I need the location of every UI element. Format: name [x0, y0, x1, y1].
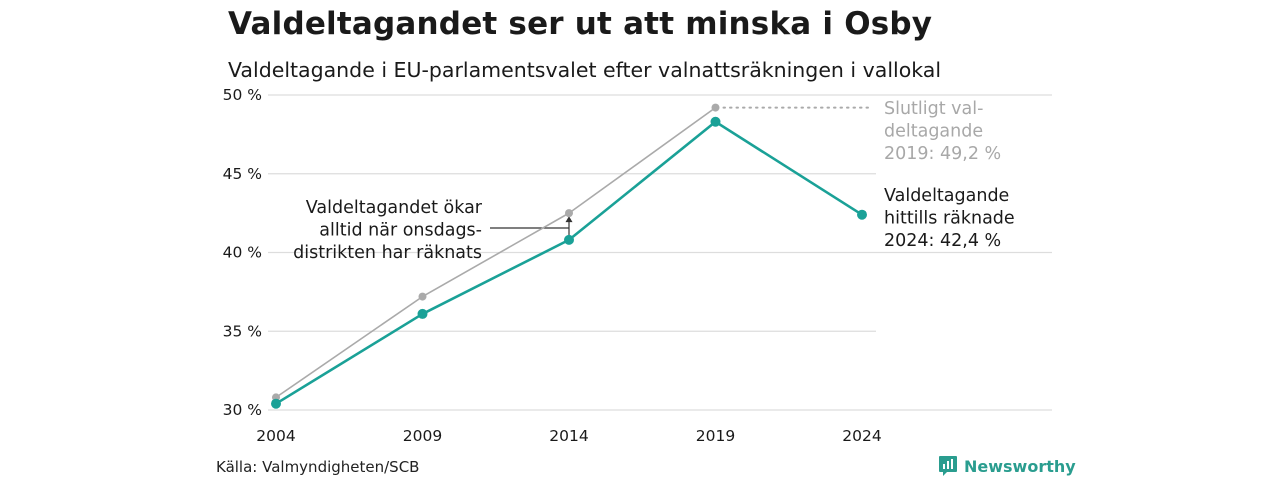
chart-title: Valdeltagandet ser ut att minska i Osby — [228, 6, 933, 42]
point-final — [565, 209, 573, 218]
annotation-final-2019: deltagande — [884, 122, 983, 142]
y-tick-label: 30 % — [223, 401, 262, 419]
annotation-final-2019: 2019: 49,2 % — [884, 144, 1001, 164]
annotation-counted-2024: 2024: 42,4 % — [884, 231, 1001, 251]
point-counted — [710, 116, 721, 127]
point-counted — [417, 308, 428, 319]
bar-chart-icon — [939, 456, 957, 476]
series-points — [271, 103, 867, 409]
source-note: Källa: Valmyndigheten/SCB — [216, 458, 420, 476]
annotation-increase-note: Valdeltagandet ökar — [306, 198, 483, 218]
point-counted — [271, 398, 281, 409]
arrow-head — [565, 216, 573, 223]
annotation-leader — [490, 106, 869, 236]
point-counted — [564, 234, 574, 245]
x-axis-ticks: 2004 2009 2014 2019 2024 — [256, 427, 881, 445]
y-tick-label: 45 % — [223, 165, 262, 183]
x-tick-label: 2009 — [403, 427, 442, 445]
newsworthy-logo: Newsworthy — [938, 455, 1076, 477]
point-final — [418, 292, 427, 301]
y-tick-label: 40 % — [223, 244, 262, 262]
gridlines — [268, 94, 1052, 411]
y-tick-label: 50 % — [223, 86, 262, 104]
annotation-increase-note: distrikten har räknats — [293, 243, 482, 263]
chart-subtitle: Valdeltagande i EU-parlamentsvalet efter… — [228, 58, 942, 82]
point-final — [711, 103, 720, 112]
series-line-final — [275, 106, 716, 399]
annotation-increase-note: alltid när onsdags- — [319, 221, 482, 241]
x-tick-label: 2004 — [256, 427, 295, 445]
annotation-counted-2024: hittills räknade — [884, 209, 1015, 229]
x-tick-label: 2019 — [696, 427, 735, 445]
y-axis-ticks: 30 % 35 % 40 % 45 % 50 % — [223, 86, 262, 419]
point-counted — [857, 209, 867, 220]
annotation-counted-2024: Valdeltagande — [884, 186, 1009, 206]
annotation-final-2019: Slutligt val- — [884, 99, 983, 119]
y-tick-label: 35 % — [223, 322, 262, 340]
brand-name: Newsworthy — [964, 456, 1076, 476]
x-tick-label: 2014 — [549, 427, 588, 445]
x-tick-label: 2024 — [842, 427, 881, 445]
